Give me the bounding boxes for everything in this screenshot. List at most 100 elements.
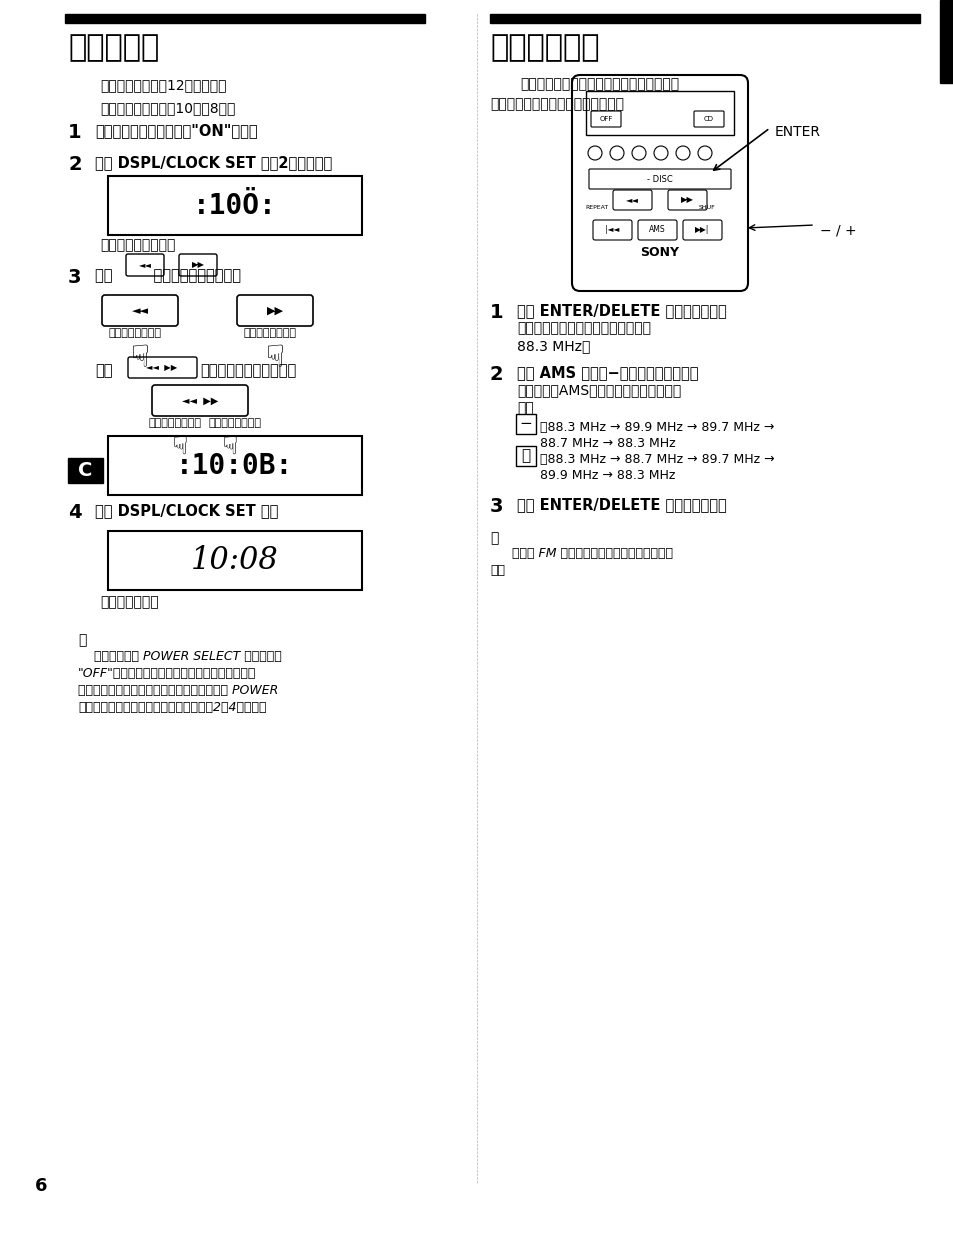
Text: OFF: OFF	[598, 116, 612, 122]
FancyBboxPatch shape	[128, 358, 196, 379]
Text: −: −	[519, 417, 532, 432]
Text: ☞: ☞	[213, 435, 236, 457]
Text: 把汽車引擎點火鑰匙轉在"ON"位置。: 把汽車引擎點火鑰匙轉在"ON"位置。	[95, 123, 257, 138]
Text: ◄◄: ◄◄	[138, 260, 152, 270]
FancyBboxPatch shape	[516, 446, 536, 466]
Text: ☞: ☞	[255, 343, 284, 370]
Text: C: C	[78, 461, 92, 481]
Text: 註: 註	[78, 633, 87, 647]
Text: 時鐘之設定: 時鐘之設定	[68, 33, 159, 62]
Text: ▶▶: ▶▶	[192, 260, 204, 270]
Text: ◄◄: ◄◄	[625, 196, 638, 205]
Text: 6: 6	[35, 1178, 48, 1195]
FancyBboxPatch shape	[613, 190, 651, 210]
FancyBboxPatch shape	[179, 254, 216, 276]
Text: ☞: ☞	[163, 435, 187, 457]
Text: 本機時鐘為数字式12小時循環。: 本機時鐘為数字式12小時循環。	[100, 78, 226, 92]
Circle shape	[587, 145, 601, 160]
Text: 按住 DSPL/CLOCK SET 鍵約2秒鐘以上。: 按住 DSPL/CLOCK SET 鍵約2秒鐘以上。	[95, 155, 332, 170]
Text: 按壓 AMS 開關的−或＋側以選擇頻率。: 按壓 AMS 開關的−或＋側以選擇頻率。	[517, 365, 698, 380]
FancyBboxPatch shape	[108, 436, 361, 494]
FancyBboxPatch shape	[588, 169, 730, 189]
Text: ☞: ☞	[120, 343, 150, 370]
Text: SHUF: SHUF	[698, 205, 714, 210]
Bar	[939, 0, 953, 83]
Text: ＋: ＋	[521, 449, 530, 464]
Bar	[68, 457, 103, 483]
FancyBboxPatch shape	[572, 75, 747, 291]
FancyBboxPatch shape	[236, 295, 313, 326]
Text: 按壓 DSPL/CLOCK SET 鍵。: 按壓 DSPL/CLOCK SET 鍵。	[95, 503, 278, 518]
Text: 10:08: 10:08	[191, 545, 278, 576]
Text: ：88.3 MHz → 89.9 MHz → 89.7 MHz →: ：88.3 MHz → 89.9 MHz → 89.7 MHz →	[539, 420, 774, 434]
Text: - DISC: - DISC	[646, 175, 672, 184]
Text: 註: 註	[490, 531, 497, 545]
FancyBboxPatch shape	[638, 219, 677, 240]
FancyBboxPatch shape	[126, 254, 164, 276]
Text: 89.9 MHz → 88.3 MHz: 89.9 MHz → 88.3 MHz	[539, 469, 675, 482]
FancyBboxPatch shape	[108, 176, 361, 236]
Text: ◄◄: ◄◄	[132, 306, 149, 316]
Text: 2: 2	[68, 155, 82, 174]
FancyBboxPatch shape	[693, 111, 723, 127]
Text: 3: 3	[68, 268, 81, 287]
Text: 鍵，則可設定分鐘數字。: 鍵，則可設定分鐘數字。	[200, 363, 296, 379]
Text: 按壓 ENTER/DELETE 按鍵約兩秒鐘。: 按壓 ENTER/DELETE 按鍵約兩秒鐘。	[517, 303, 726, 318]
Text: 88.3 MHz。: 88.3 MHz。	[517, 339, 590, 353]
Text: ▶▶: ▶▶	[679, 196, 693, 205]
Text: 按壓 ENTER/DELETE 按鍵約兩秒鐘。: 按壓 ENTER/DELETE 按鍵約兩秒鐘。	[517, 497, 726, 512]
Text: − / +: − / +	[820, 223, 856, 237]
Text: 若把隱藏器的 POWER SELECT 開關設定在
"OFF"，則即使開動汽車點火引擎，顯示窗並不出
現時鐘之指示。若要查看時間，按壓顯示器的 POWER
開關: 若把隱藏器的 POWER SELECT 開關設定在 "OFF"，則即使開動汽車點…	[78, 650, 281, 714]
Text: ENTER: ENTER	[774, 125, 821, 139]
Text: :10:0B:: :10:0B:	[176, 451, 294, 480]
Circle shape	[609, 145, 623, 160]
Text: 3: 3	[490, 497, 503, 515]
Text: 時鐘開始走動。: 時鐘開始走動。	[100, 596, 158, 609]
Text: 加按: 加按	[95, 363, 112, 379]
Text: 時鐘標誌開始閃爍。: 時鐘標誌開始閃爍。	[100, 238, 175, 252]
Text: 置。: 置。	[490, 563, 504, 577]
Text: 改變發射頻率: 改變發射頻率	[490, 33, 598, 62]
Text: AMS: AMS	[648, 226, 664, 234]
Text: 務必將 FM 調諧器頻率設定在新選擇的頻率位: 務必將 FM 調諧器頻率設定在新選擇的頻率位	[512, 547, 672, 560]
FancyBboxPatch shape	[593, 219, 631, 240]
Text: :10Ö:: :10Ö:	[193, 191, 276, 219]
Text: 4: 4	[68, 503, 82, 522]
Circle shape	[654, 145, 667, 160]
Text: 例如要把時鐘設定為10點零8分。: 例如要把時鐘設定為10點零8分。	[100, 101, 235, 115]
Text: ▶▶: ▶▶	[266, 306, 283, 316]
Text: 1: 1	[68, 123, 82, 142]
FancyBboxPatch shape	[667, 190, 706, 210]
Text: 每次按壓，AMS開關均按下述內容改變頻: 每次按壓，AMS開關均按下述內容改變頻	[517, 383, 680, 397]
Text: CD: CD	[703, 116, 713, 122]
Text: 本機進入頻率選擇狀態。初期設定為: 本機進入頻率選擇狀態。初期設定為	[517, 321, 650, 335]
Text: ◄◄  ▶▶: ◄◄ ▶▶	[182, 396, 218, 406]
Text: 加按        鍵，可設定小時數字。: 加按 鍵，可設定小時數字。	[95, 268, 241, 284]
Circle shape	[676, 145, 689, 160]
FancyBboxPatch shape	[590, 111, 620, 127]
Bar	[65, 14, 424, 23]
Text: （供遞增數字用）: （供遞增數字用）	[209, 418, 261, 428]
FancyBboxPatch shape	[102, 295, 178, 326]
Text: SONY: SONY	[639, 247, 679, 259]
Circle shape	[698, 145, 711, 160]
Text: （供遞減數字用）: （供遞減數字用）	[149, 418, 201, 428]
Bar	[490, 14, 919, 23]
FancyBboxPatch shape	[108, 531, 361, 591]
Text: 率：: 率：	[517, 401, 533, 416]
Text: ◄◄  ▶▶: ◄◄ ▶▶	[146, 364, 177, 372]
Text: 蔽器上發射出的經調制的射頻信號。: 蔽器上發射出的經調制的射頻信號。	[490, 97, 623, 111]
FancyBboxPatch shape	[516, 414, 536, 434]
Text: 您可根據干擾雜音的電平如何，而選擇從隱: 您可根據干擾雜音的電平如何，而選擇從隱	[519, 76, 679, 91]
Text: 1: 1	[490, 303, 503, 322]
FancyBboxPatch shape	[585, 91, 733, 134]
Text: |◄◄: |◄◄	[604, 226, 618, 234]
Text: （供遞減數字用）: （供遞減數字用）	[109, 328, 161, 338]
Text: REPEAT: REPEAT	[584, 205, 608, 210]
Text: （供遞增數字用）: （供遞增數字用）	[243, 328, 296, 338]
Text: 88.7 MHz → 88.3 MHz: 88.7 MHz → 88.3 MHz	[539, 436, 675, 450]
Text: 2: 2	[490, 365, 503, 383]
Circle shape	[631, 145, 645, 160]
Text: ▶▶|: ▶▶|	[694, 226, 708, 234]
Text: ：88.3 MHz → 88.7 MHz → 89.7 MHz →: ：88.3 MHz → 88.7 MHz → 89.7 MHz →	[539, 453, 774, 466]
